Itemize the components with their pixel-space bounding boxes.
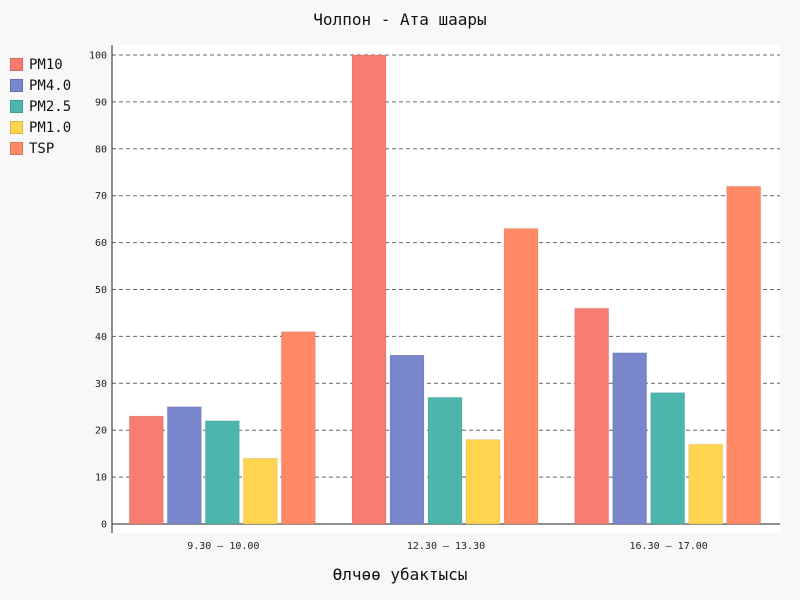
bar-pm25-1 bbox=[427, 396, 463, 525]
y-tick-label: 60 bbox=[95, 238, 107, 249]
legend-swatch-pm25 bbox=[10, 100, 23, 113]
legend-label-pm10: PM10 bbox=[29, 56, 63, 73]
bar-tsp-0 bbox=[280, 331, 316, 525]
x-tick-label: 9.30 – 10.00 bbox=[187, 541, 259, 552]
legend-swatch-pm10 bbox=[10, 58, 23, 71]
legend-item-pm25[interactable]: PM2.5 bbox=[10, 96, 71, 117]
y-tick-label: 40 bbox=[95, 332, 107, 343]
y-tick-label: 70 bbox=[95, 191, 107, 202]
legend-label-tsp: TSP bbox=[29, 140, 55, 157]
y-tick-label: 20 bbox=[95, 426, 107, 437]
legend-item-pm4[interactable]: PM4.0 bbox=[10, 75, 71, 96]
bar-pm40-2 bbox=[612, 352, 648, 525]
legend-swatch-tsp bbox=[10, 142, 23, 155]
legend-item-tsp[interactable]: TSP bbox=[10, 138, 71, 159]
bar-pm10-2 bbox=[574, 307, 610, 525]
bar-tsp-2 bbox=[726, 185, 762, 525]
bar-pm40-0 bbox=[166, 406, 202, 525]
legend-item-pm10[interactable]: PM10 bbox=[10, 54, 71, 75]
y-tick-label: 0 bbox=[101, 520, 107, 531]
legend-label-pm4: PM4.0 bbox=[29, 77, 72, 94]
bar-pm10-1 bbox=[465, 439, 501, 525]
legend: PM10 PM4.0 PM2.5 PM1.0 TSP bbox=[10, 54, 71, 159]
bar-pm10-0 bbox=[128, 415, 164, 525]
bar-pm10-1 bbox=[351, 54, 387, 525]
x-tick-label: 12.30 – 13.30 bbox=[407, 541, 485, 552]
y-tick-label: 100 bbox=[89, 51, 107, 62]
bar-tsp-1 bbox=[503, 228, 539, 525]
legend-label-pm1: PM1.0 bbox=[29, 119, 72, 136]
y-tick-label: 90 bbox=[95, 97, 107, 108]
chart-title: Чолпон - Ата шаары bbox=[313, 10, 487, 29]
legend-swatch-pm1 bbox=[10, 121, 23, 134]
x-tick-label: 16.30 – 17.00 bbox=[630, 541, 708, 552]
y-tick-label: 80 bbox=[95, 144, 107, 155]
legend-label-pm25: PM2.5 bbox=[29, 98, 72, 115]
x-axis-label: Өлчөө убактысы bbox=[332, 565, 468, 584]
bar-pm25-2 bbox=[650, 392, 686, 525]
bar-pm25-0 bbox=[204, 420, 240, 525]
legend-item-pm1[interactable]: PM1.0 bbox=[10, 117, 71, 138]
bar-pm10-0 bbox=[242, 457, 278, 525]
y-tick-label: 50 bbox=[95, 285, 107, 296]
y-tick-label: 30 bbox=[95, 379, 107, 390]
bar-pm40-1 bbox=[389, 354, 425, 525]
bar-pm10-2 bbox=[688, 443, 724, 525]
y-tick-label: 10 bbox=[95, 473, 107, 484]
legend-swatch-pm4 bbox=[10, 79, 23, 92]
